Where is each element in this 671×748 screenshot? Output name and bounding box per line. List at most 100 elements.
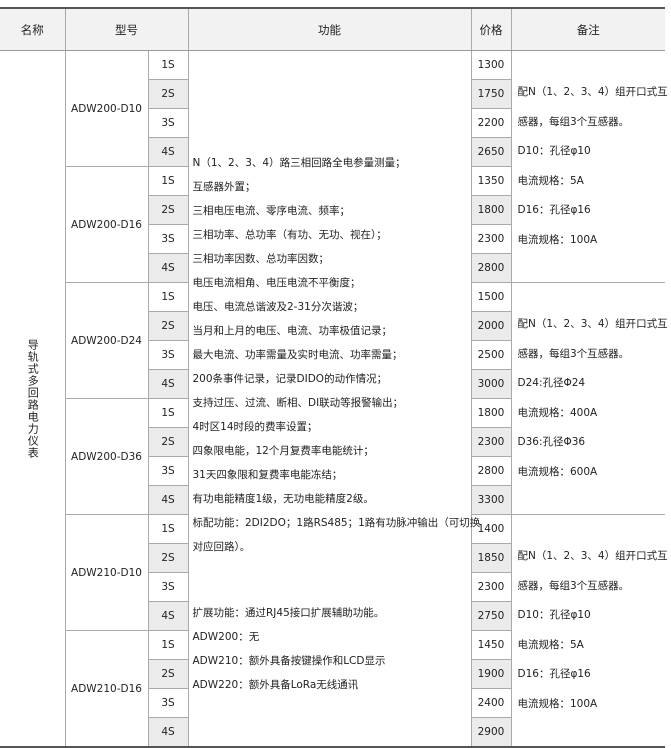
table-row: 3S 2200 — [0, 108, 665, 138]
model-cell: ADW200-D16 — [64, 166, 149, 283]
table-row: ADW200-D24 1S 1500 配N（1、2、3、4）组开口式互 感器，每组3个互… — [0, 282, 668, 515]
table-row: 3S 2400 — [0, 688, 665, 718]
model-cell: ADW200-D10 — [64, 50, 149, 167]
remark-line: 感器，每组3个互感器。 — [517, 579, 630, 592]
price-cell: 1500 — [470, 282, 512, 312]
table-row: 2S 1750 — [0, 79, 665, 109]
product-name: 导轨式多回路电力仪表 — [26, 338, 40, 459]
function-line: 互感器外置； — [192, 181, 256, 193]
variant-cell: 1S — [147, 630, 189, 660]
table-row: 2S 1800 — [0, 195, 665, 225]
variant-cell: 2S — [147, 79, 189, 109]
function-ext-line: 扩展功能：通过RJ45接口扩展辅助功能。 — [192, 607, 385, 619]
function-line: 最大电流、功率需量及实时电流、功率需量； — [192, 349, 403, 361]
remark-line: D16：孔径φ16 — [517, 668, 591, 680]
table-row: ADW210-D16 1S 1450 — [0, 630, 665, 748]
variant-cell: 3S — [147, 456, 189, 486]
remark-line: 电流规格：5A — [517, 174, 584, 187]
remark-line: 感器，每组3个互感器。 — [517, 347, 630, 360]
remark-line: D10：孔径φ10 — [517, 609, 591, 621]
price-cell: 2300 — [470, 224, 512, 254]
remark-line: D16：孔径φ16 — [517, 204, 591, 216]
table-row: 导轨式多回路电力仪表 ADW200-D10 1S N（1、2、3、4）路三相回路全电参… — [0, 50, 668, 748]
function-line: 有功电能精度1级，无功电能精度2级。 — [192, 493, 374, 505]
variant-cell: 1S — [147, 166, 189, 196]
remark-line: 电流规格：100A — [517, 233, 598, 246]
price-cell: 2400 — [470, 688, 512, 718]
variant-cell: 1S — [147, 50, 189, 80]
price-cell: 2300 — [470, 427, 512, 457]
table-row: 2S 1900 — [0, 659, 665, 689]
function-line: 四象限电能，12个月复费率电能统计； — [192, 445, 374, 457]
header-price: 价格 — [470, 7, 511, 51]
header-model: 型号 — [64, 7, 188, 51]
table-row: 4S 2750 — [0, 601, 665, 631]
price-cell: 2800 — [470, 253, 512, 283]
variant-cell: 3S — [147, 108, 189, 138]
function-ext-line: ADW220：额外具备LoRa无线通讯 — [192, 679, 359, 691]
function-line: 三相功率因数、总功率因数； — [192, 253, 330, 265]
product-price-table: 名称 型号 功能 价格 备注 导轨式多回路电力仪表 ADW200-D10 1S N（1… — [0, 7, 668, 748]
price-cell: 2800 — [470, 456, 512, 486]
function-line: 电压、电流总谐波及2-31分次谐波； — [192, 301, 364, 313]
variant-cell: 1S — [147, 398, 189, 428]
remark-cell: 配N（1、2、3、4）组开口式互 感器，每组3个互感器。 D24:孔径Φ24 电流规格… — [510, 282, 668, 515]
variant-cell: 4S — [147, 137, 189, 167]
function-line: 三相电压电流、零序电流、频率； — [192, 205, 351, 217]
table-row: 3S 2300 — [0, 572, 665, 602]
remark-line: D24:孔径Φ24 — [517, 377, 586, 389]
function-cell: N（1、2、3、4）路三相回路全电参量测量； 互感器外置； 三相电压电流、零序电流、… — [187, 50, 481, 748]
price-cell: 1300 — [470, 50, 512, 80]
table-row: 4S 2800 — [0, 253, 665, 283]
price-cell: 2900 — [470, 717, 512, 748]
table-row: 3S 2800 — [0, 456, 665, 486]
remark-line: 配N（1、2、3、4）组开口式互 — [517, 550, 668, 562]
price-cell: 1800 — [470, 195, 512, 225]
table-row: ADW200-D36 1S 1800 — [0, 398, 665, 515]
price-cell: 3300 — [470, 485, 512, 515]
function-line: 31天四象限和复费率电能冻结； — [192, 469, 343, 481]
price-cell: 3000 — [470, 369, 512, 399]
table-row: 4S 2900 — [0, 717, 665, 748]
function-ext-line: ADW210：额外具备按键操作和LCD显示 — [192, 655, 386, 667]
function-line: 三相功率、总功率（有功、无功、视在）； — [192, 229, 387, 241]
remark-line: 电流规格：400A — [517, 406, 598, 419]
remark-line: D10：孔径φ10 — [517, 145, 591, 157]
function-line: N（1、2、3、4）路三相回路全电参量测量； — [192, 157, 406, 169]
remark-line: 电流规格：600A — [517, 465, 598, 478]
table-row: 2S 2000 — [0, 311, 665, 341]
price-cell: 1750 — [470, 79, 512, 109]
price-cell: 1850 — [470, 543, 512, 573]
variant-cell: 3S — [147, 572, 189, 602]
model-cell: ADW200-D24 — [64, 282, 149, 399]
remark-line: 电流规格：5A — [517, 638, 584, 651]
variant-cell: 2S — [147, 427, 189, 457]
header-name: 名称 — [0, 7, 65, 51]
remark-line: 配N（1、2、3、4）组开口式互 — [517, 86, 668, 98]
price-cell: 2000 — [470, 311, 512, 341]
price-cell: 1350 — [470, 166, 512, 196]
table-row: 2S 2300 — [0, 427, 665, 457]
remark-line: D36:孔径Φ36 — [517, 436, 586, 448]
price-cell: 1900 — [470, 659, 512, 689]
price-cell: 2500 — [470, 340, 512, 370]
function-line: 200条事件记录，记录DIDO的动作情况； — [192, 373, 388, 385]
variant-cell: 4S — [147, 717, 189, 748]
variant-cell: 1S — [147, 282, 189, 312]
table-row: 4S 2650 — [0, 137, 665, 167]
variant-cell: 2S — [147, 543, 189, 573]
header-row: 名称 型号 功能 价格 备注 — [0, 7, 665, 51]
price-cell: 1800 — [470, 398, 512, 428]
variant-cell: 4S — [147, 253, 189, 283]
function-ext-line: ADW200：无 — [192, 631, 260, 643]
price-cell: 2200 — [470, 108, 512, 138]
function-line: 对应回路）。 — [192, 541, 251, 553]
variant-cell: 3S — [147, 688, 189, 718]
variant-cell: 2S — [147, 195, 189, 225]
variant-cell: 1S — [147, 514, 189, 544]
remark-cell: 配N（1、2、3、4）组开口式互 感器，每组3个互感器。 D10：孔径φ10 电流规格… — [510, 514, 668, 748]
price-cell: 2750 — [470, 601, 512, 631]
price-cell: 1450 — [470, 630, 512, 660]
header-function: 功能 — [187, 7, 471, 51]
function-line: 标配功能：2DI2DO；1路RS485；1路有功脉冲输出（可切换 — [192, 517, 481, 529]
